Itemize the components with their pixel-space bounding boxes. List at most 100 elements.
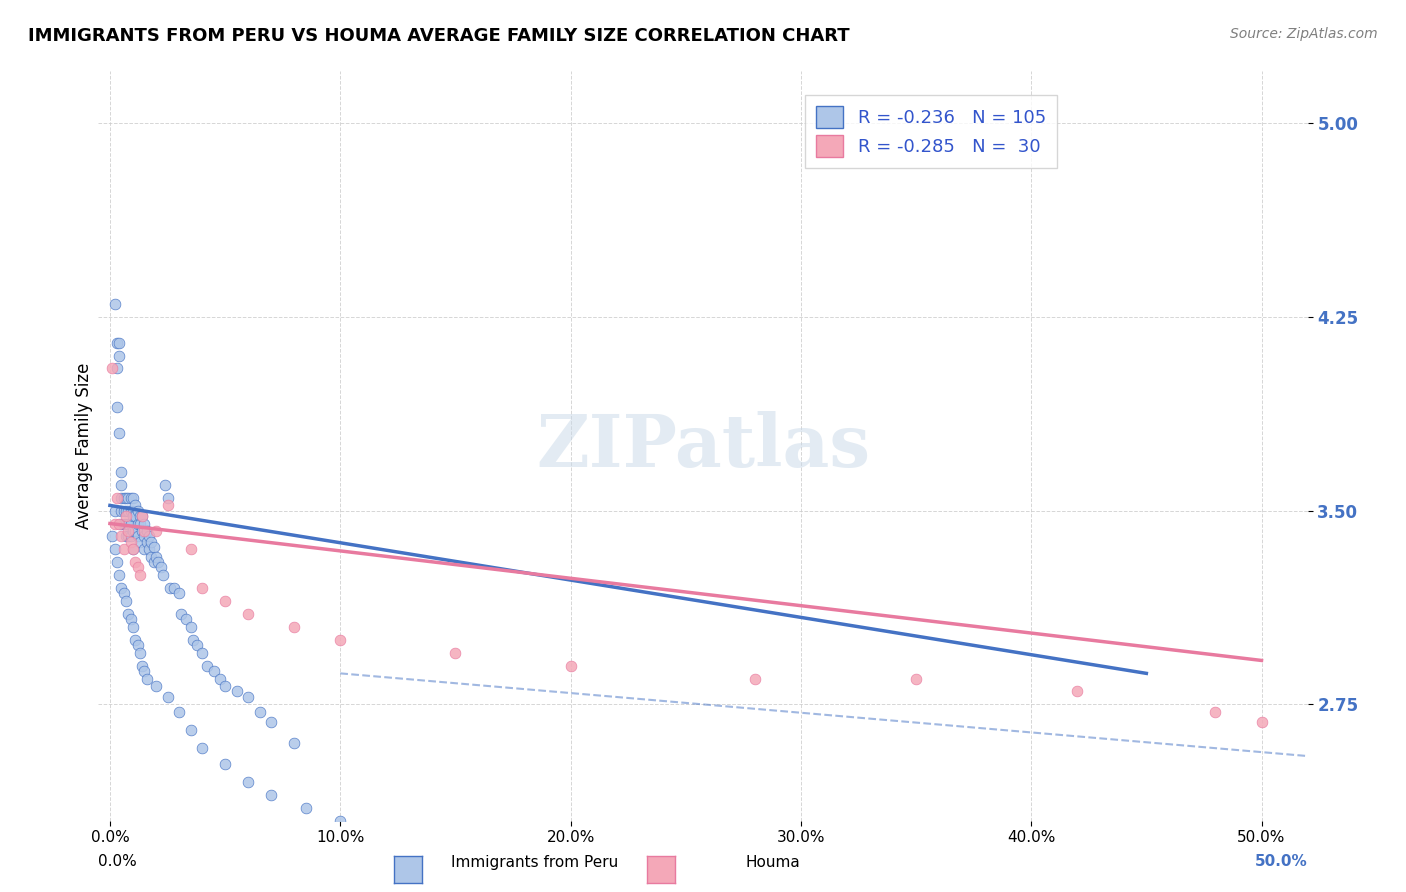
Point <box>142 555 165 569</box>
Point <box>127 529 149 543</box>
Point <box>134 664 156 678</box>
Point <box>135 534 157 549</box>
Point <box>145 550 167 565</box>
Point <box>127 503 149 517</box>
Point <box>236 607 259 621</box>
Point <box>110 581 132 595</box>
Point <box>156 491 179 505</box>
Point <box>283 736 305 750</box>
Point <box>127 638 149 652</box>
Point <box>180 542 202 557</box>
Point <box>117 524 139 539</box>
Point <box>148 555 170 569</box>
Point <box>120 516 142 531</box>
Point <box>127 560 149 574</box>
Point <box>141 550 163 565</box>
Point <box>127 516 149 531</box>
Point <box>329 814 352 828</box>
Point <box>105 335 128 350</box>
Point <box>110 491 132 505</box>
Point <box>186 638 208 652</box>
Point <box>191 581 214 595</box>
Point <box>103 503 125 517</box>
Point <box>134 516 156 531</box>
Point <box>142 540 165 554</box>
Point <box>115 529 138 543</box>
Point <box>117 503 139 517</box>
Point <box>744 672 766 686</box>
Point <box>122 542 145 557</box>
Text: Immigrants from Peru: Immigrants from Peru <box>451 855 617 870</box>
Point <box>128 534 150 549</box>
Point <box>145 679 167 693</box>
Point <box>110 477 132 491</box>
Point <box>122 491 145 505</box>
Point <box>120 491 142 505</box>
Point <box>191 741 214 756</box>
Point <box>180 723 202 738</box>
Point <box>103 542 125 557</box>
Point <box>152 568 174 582</box>
Point <box>135 672 157 686</box>
Point <box>135 524 157 539</box>
Point <box>120 612 142 626</box>
Point <box>145 524 167 539</box>
Y-axis label: Average Family Size: Average Family Size <box>75 363 93 529</box>
Point <box>110 516 132 531</box>
Point <box>155 477 177 491</box>
Point <box>191 646 214 660</box>
Point <box>560 658 582 673</box>
Point <box>163 581 186 595</box>
Point <box>329 632 352 647</box>
Text: 0.0%: 0.0% <box>98 854 138 869</box>
Point <box>294 801 316 815</box>
Point <box>117 607 139 621</box>
Point <box>110 529 132 543</box>
Point <box>122 620 145 634</box>
Point <box>124 499 146 513</box>
Point <box>141 534 163 549</box>
Point <box>225 684 247 698</box>
Point <box>103 516 125 531</box>
Point <box>149 560 172 574</box>
Point <box>170 607 193 621</box>
Text: ZIPatlas: ZIPatlas <box>536 410 870 482</box>
Point <box>156 690 179 704</box>
Point <box>122 524 145 539</box>
Point <box>283 620 305 634</box>
Point <box>120 503 142 517</box>
Point <box>117 516 139 531</box>
Point <box>117 529 139 543</box>
Point <box>167 705 190 719</box>
Point <box>131 508 153 523</box>
Text: Source: ZipAtlas.com: Source: ZipAtlas.com <box>1230 27 1378 41</box>
Point <box>159 581 181 595</box>
Point <box>112 503 135 517</box>
Point <box>181 632 204 647</box>
Point <box>112 542 135 557</box>
Point <box>108 335 131 350</box>
Point <box>105 361 128 376</box>
Point <box>108 349 131 363</box>
Point <box>103 297 125 311</box>
Point <box>108 426 131 441</box>
Point <box>105 401 128 415</box>
Point <box>128 568 150 582</box>
Point <box>112 516 135 531</box>
Point <box>156 499 179 513</box>
Point <box>115 508 138 523</box>
Point <box>128 646 150 660</box>
Point <box>131 524 153 539</box>
Point <box>905 672 928 686</box>
Point <box>108 568 131 582</box>
Text: 50.0%: 50.0% <box>1254 854 1308 869</box>
Point <box>120 529 142 543</box>
Point <box>134 524 156 539</box>
Point <box>122 508 145 523</box>
Point <box>101 361 124 376</box>
Text: IMMIGRANTS FROM PERU VS HOUMA AVERAGE FAMILY SIZE CORRELATION CHART: IMMIGRANTS FROM PERU VS HOUMA AVERAGE FA… <box>28 27 849 45</box>
Point <box>236 690 259 704</box>
Point <box>209 672 232 686</box>
Point <box>105 555 128 569</box>
Point <box>260 715 283 730</box>
